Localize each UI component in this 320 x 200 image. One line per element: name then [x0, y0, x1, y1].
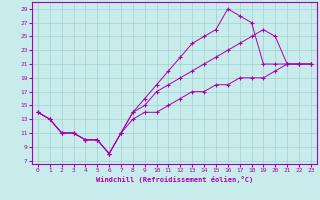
X-axis label: Windchill (Refroidissement éolien,°C): Windchill (Refroidissement éolien,°C) [96, 176, 253, 183]
